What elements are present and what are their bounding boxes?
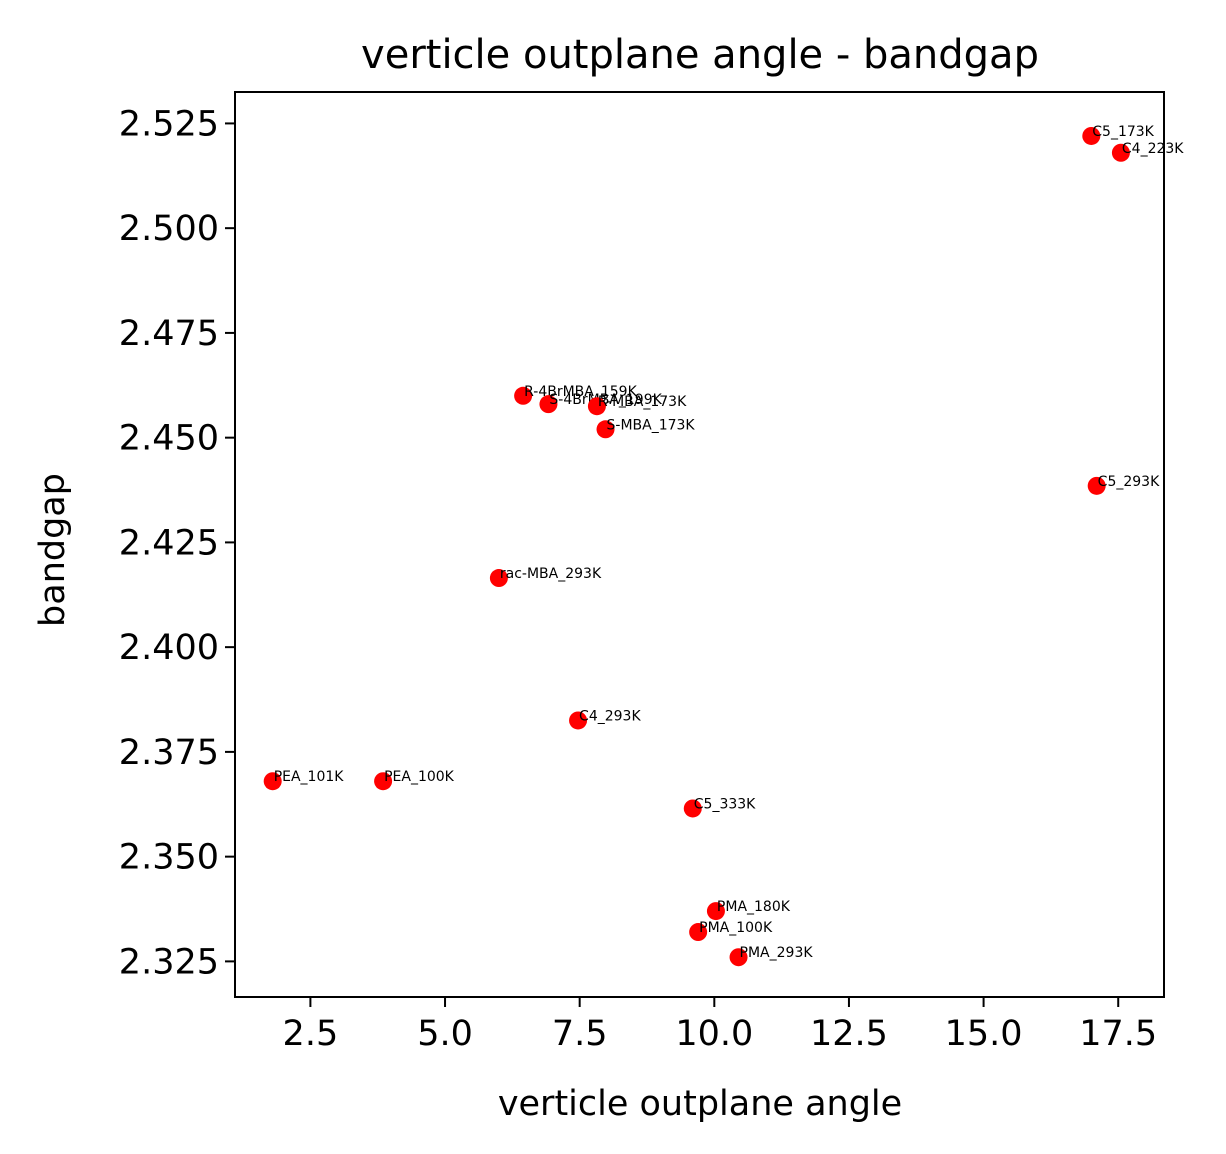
- x-tick-label: 7.5: [552, 1014, 608, 1054]
- chart-title: verticle outplane angle - bandgap: [361, 32, 1039, 78]
- x-tick-label: 10.0: [675, 1014, 753, 1054]
- data-point: [587, 397, 606, 416]
- y-tick-label: 2.425: [119, 523, 219, 563]
- data-point: [729, 948, 748, 967]
- data-point-label: S-MBA_173K: [607, 417, 696, 433]
- y-axis-label: bandgap: [33, 473, 73, 627]
- data-point: [683, 799, 702, 818]
- data-point: [374, 772, 393, 791]
- data-point-label: S-4BrMBA_199K: [549, 392, 662, 408]
- data-point: [263, 772, 282, 791]
- y-tick-label: 2.350: [119, 838, 219, 878]
- data-point: [1087, 476, 1106, 495]
- data-point-label: C4_293K: [579, 708, 641, 724]
- data-point: [569, 711, 588, 730]
- data-point-label: C5_173K: [1092, 124, 1154, 140]
- y-tick-label: 2.400: [119, 628, 219, 668]
- y-tick-label: 2.500: [119, 209, 219, 249]
- y-tick-label: 2.475: [119, 314, 219, 354]
- data-point: [596, 420, 615, 439]
- data-point-label: rac-MBA_293K: [500, 566, 602, 582]
- x-tick-label: 2.5: [283, 1014, 339, 1054]
- data-point-label: C5_293K: [1098, 474, 1160, 490]
- y-tick-label: 2.525: [119, 104, 219, 144]
- x-axis-label: verticle outplane angle: [498, 1084, 902, 1124]
- data-point: [706, 902, 725, 921]
- data-point: [1111, 143, 1130, 162]
- y-axis: 2.325 2.350 2.375 2.400 2.425 2.450 2.475 2.500…: [119, 104, 235, 982]
- data-point-label: R-4BrMBA_159K: [524, 384, 637, 400]
- data-point-label: PEA_101K: [274, 769, 345, 785]
- data-point: [689, 923, 708, 942]
- data-point-label: C4_223K: [1122, 141, 1184, 157]
- plot-frame: [234, 91, 1165, 998]
- data-point-label: PMA_100K: [699, 920, 773, 936]
- data-point: [539, 395, 558, 414]
- data-point-label: PMA_293K: [740, 945, 814, 961]
- x-axis: 2.5 5.0 7.5 10.0 12.5 15.0 17.5: [283, 997, 1157, 1054]
- data-point-label: PMA_180K: [717, 899, 791, 915]
- x-tick-label: 12.5: [810, 1014, 888, 1054]
- data-point-label: PEA_100K: [384, 769, 455, 785]
- data-point: [489, 569, 508, 588]
- data-point: [514, 386, 533, 405]
- x-tick-label: 17.5: [1079, 1014, 1157, 1054]
- y-tick-label: 2.375: [119, 733, 219, 773]
- x-tick-label: 5.0: [417, 1014, 473, 1054]
- y-tick-label: 2.450: [119, 419, 219, 459]
- data-point: [1082, 126, 1101, 145]
- data-point-label: R-MBA_173K: [598, 394, 687, 410]
- x-tick-label: 15.0: [945, 1014, 1023, 1054]
- data-point-label: C5_333K: [694, 796, 756, 812]
- y-tick-label: 2.325: [119, 942, 219, 982]
